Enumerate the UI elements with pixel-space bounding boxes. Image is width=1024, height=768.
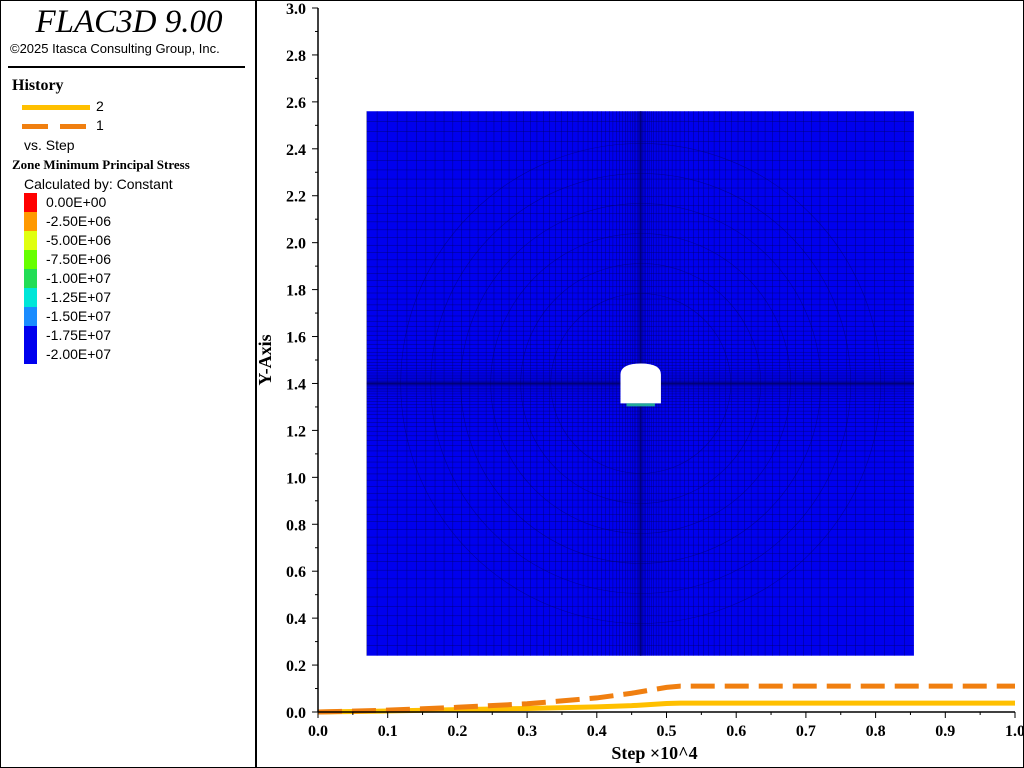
x-axis-ticks: 0.0 0.1 0.2 0.3 0.4 0.5 0.6 0.7 0.8 0.9 1.0 <box>308 712 1024 740</box>
app-title: FLAC3D 9.00 <box>35 4 223 40</box>
y-axis-ticks: 0.0 0.2 0.4 0.6 0.8 1.0 1.2 1.4 1.6 1.8 2.0 2.2 2.4 2… <box>286 1 318 722</box>
contour-scale-label: -2.50E+06 <box>46 213 111 229</box>
contour-scale-label: -7.50E+06 <box>46 251 111 267</box>
contour-color-swatch <box>24 269 37 288</box>
mesh-arc <box>550 293 732 474</box>
contour-color-swatch <box>24 326 37 345</box>
contour-scale-label: -1.75E+07 <box>46 327 111 343</box>
y-tick-label: 1.0 <box>286 470 306 487</box>
mesh-arc <box>400 143 882 624</box>
contour-color-swatch <box>24 231 37 250</box>
copyright-text: ©2025 Itasca Consulting Group, Inc. <box>10 41 220 56</box>
y-tick-label: 2.8 <box>286 48 306 65</box>
x-tick-label: 0.9 <box>935 723 955 740</box>
vs-step-label: vs. Step <box>24 137 75 153</box>
contour-color-swatch <box>24 307 37 326</box>
x-tick-label: 0.8 <box>866 723 886 740</box>
x-tick-label: 0.4 <box>587 723 607 740</box>
contour-color-swatch <box>24 193 37 212</box>
y-tick-label: 2.0 <box>286 236 306 253</box>
contour-scale-label: -1.50E+07 <box>46 308 111 324</box>
contour-scale-label: -5.00E+06 <box>46 232 111 248</box>
mesh-arc <box>460 203 822 564</box>
legend-divider <box>8 66 245 68</box>
series-lines <box>317 683 1015 715</box>
mesh-arc <box>520 263 762 504</box>
contour-color-swatch <box>24 250 37 269</box>
mesh-arc <box>490 233 792 534</box>
contour-color-swatch <box>24 212 37 231</box>
x-tick-label: 0.3 <box>517 723 537 740</box>
x-tick-label: 0.6 <box>726 723 746 740</box>
y-tick-label: 0.8 <box>286 517 306 534</box>
y-tick-label: 0.4 <box>286 611 306 628</box>
x-tick-label: 0.2 <box>447 723 467 740</box>
history-legend-label: 1 <box>96 117 104 133</box>
y-tick-label: 0.0 <box>286 705 306 722</box>
x-tick-label: 0.0 <box>308 723 328 740</box>
calculated-by-label: Calculated by: Constant <box>24 176 173 192</box>
tunnel-opening <box>620 363 661 404</box>
history-legend-label: 2 <box>96 98 104 114</box>
y-tick-label: 2.4 <box>286 142 306 159</box>
x-tick-label: 0.5 <box>657 723 677 740</box>
legend-panel: FLAC3D 9.00 ©2025 Itasca Consulting Grou… <box>0 0 255 768</box>
x-axis-label: Step ×10^4 <box>611 743 697 763</box>
y-tick-label: 1.4 <box>286 376 306 393</box>
series-line-1 <box>317 683 1015 715</box>
dashed-line-swatch <box>22 124 90 129</box>
y-tick-label: 0.6 <box>286 564 306 581</box>
contour-color-swatch <box>24 345 37 364</box>
contour-scale-label: -2.00E+07 <box>46 346 111 362</box>
x-tick-label: 1.0 <box>1005 723 1024 740</box>
contour-scale-label: -1.00E+07 <box>46 270 111 286</box>
x-tick-label: 0.7 <box>796 723 816 740</box>
panel-divider <box>255 0 257 768</box>
y-tick-label: 1.8 <box>286 283 306 300</box>
y-tick-label: 1.2 <box>286 423 306 440</box>
mesh-arc <box>430 173 852 594</box>
y-tick-label: 3.0 <box>286 1 306 18</box>
history-title: History <box>12 77 64 94</box>
contour-scale-label: -1.25E+07 <box>46 289 111 305</box>
x-tick-label: 0.1 <box>378 723 398 740</box>
contour-scale-label: 0.00E+00 <box>46 194 107 210</box>
y-tick-label: 1.6 <box>286 330 306 347</box>
history-chart: 0.0 0.1 0.2 0.3 0.4 0.5 0.6 0.7 0.8 0.9 1.0 0.0 0.2… <box>257 1 1024 763</box>
y-axis-label: Y-Axis <box>257 334 275 385</box>
contour-color-swatch <box>24 288 37 307</box>
solid-line-swatch <box>22 105 90 110</box>
y-tick-label: 2.6 <box>286 95 306 112</box>
y-tick-label: 0.2 <box>286 658 306 675</box>
y-tick-label: 2.2 <box>286 189 306 206</box>
contour-title: Zone Minimum Principal Stress <box>12 157 190 172</box>
